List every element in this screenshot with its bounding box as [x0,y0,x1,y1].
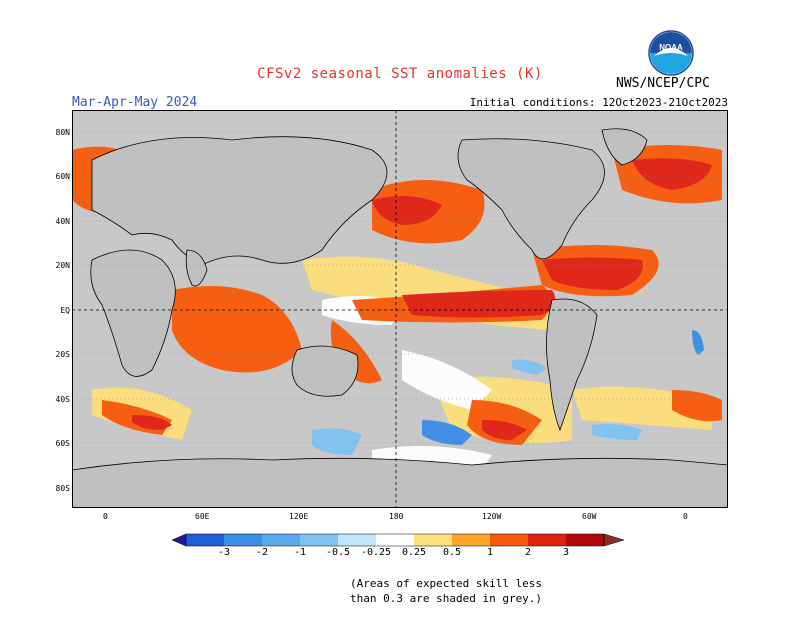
reference-lines [72,110,728,508]
lon-label-180: 180 [389,512,404,521]
north-america-outline [457,138,605,260]
lon-label-60w: 60W [582,512,597,521]
colorbar-tick-1: 1 [486,547,494,558]
south-america-outline [546,298,598,432]
anomaly-fields [72,145,722,470]
lat-label-80n: 80N [55,128,70,137]
colorbar-tick-0.5: 0.5 [442,547,462,558]
lat-label-20s: 20S [55,350,70,359]
lat-label-40n: 40N [55,217,70,226]
colorbar-tick--2: -2 [255,547,269,558]
lat-label-40s: 40S [55,395,70,404]
lat-label-60n: 60N [55,172,70,181]
continent-outlines [72,128,728,508]
colorbar-tick-0.25: 0.25 [401,547,427,558]
noaa-logo: NOAA [648,30,694,76]
skill-note-line-1: (Areas of expected skill less [350,577,543,590]
colorbar [172,533,625,547]
grid-lines [72,131,728,489]
season-label: Mar-Apr-May 2024 [72,95,198,110]
lat-label-60s: 60S [55,439,70,448]
colorbar-tick--3: -3 [217,547,231,558]
lon-label-0-right: 0 [683,512,688,521]
logo-text: NOAA [659,43,683,52]
lat-label-80s: 80S [55,484,70,493]
lat-label-eq: EQ [60,306,70,315]
colorbar-tick-3: 3 [562,547,570,558]
colorbar-tick--0.5: -0.5 [325,547,351,558]
initial-conditions-label: Initial conditions: 12Oct2023-21Oct2023 [469,96,728,109]
lon-label-0: 0 [103,512,108,521]
europe-asia-outline [91,136,388,266]
africa-outline [90,249,176,377]
india-outline [185,249,208,287]
colorbar-tick-2: 2 [524,547,532,558]
skill-note-line-2: than 0.3 are shaded in grey.) [350,592,543,605]
skill-note: (Areas of expected skill less than 0.3 a… [350,576,542,606]
lon-label-120e: 120E [289,512,309,521]
lon-label-60e: 60E [195,512,210,521]
colorbar-tick--1: -1 [293,547,307,558]
sst-anomaly-map [72,110,728,508]
lat-label-20n: 20N [55,261,70,270]
greenland-outline [601,128,648,166]
australia-outline [291,345,359,397]
lon-label-120w: 120W [482,512,502,521]
antarctica-outline [72,457,728,508]
colorbar-tick--0.25: -0.25 [360,547,392,558]
map-title: CFSv2 seasonal SST anomalies (K) [257,66,543,82]
agency-label: NWS/NCEP/CPC [616,76,710,91]
